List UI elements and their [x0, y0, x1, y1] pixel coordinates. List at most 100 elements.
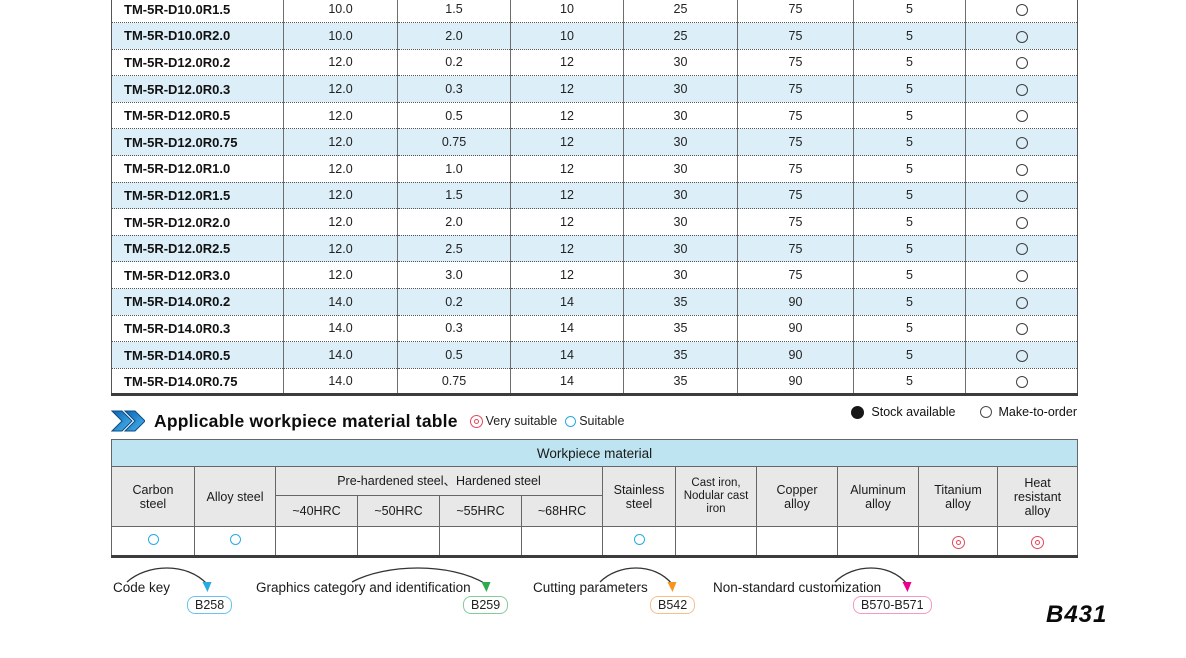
stock-available-label: Stock available — [871, 405, 956, 419]
value-cell: 5 — [853, 288, 966, 316]
value-cell: 30 — [623, 155, 738, 183]
value-cell: 25 — [623, 22, 738, 50]
model-cell: TM-5R-D12.0R0.75 — [111, 128, 284, 156]
make-to-order-icon — [1015, 323, 1028, 336]
material-mark-cell — [837, 526, 919, 557]
material-mark-cell — [521, 526, 603, 557]
value-cell: 75 — [737, 261, 854, 289]
model-cell: TM-5R-D12.0R3.0 — [111, 261, 284, 289]
header-hardened-steel-group: Pre-hardened steel、Hardened steel — [275, 466, 603, 496]
model-cell: TM-5R-D14.0R0.3 — [111, 314, 284, 342]
value-cell: 30 — [623, 208, 738, 236]
value-cell: 75 — [737, 155, 854, 183]
legend-suitable-label: Suitable — [579, 414, 625, 428]
header-heat-resistant-alloy: Heat resistant alloy — [996, 466, 1079, 527]
value-cell: 12 — [510, 101, 624, 129]
legend-very-suitable: Very suitable — [469, 414, 557, 428]
value-cell: 35 — [623, 341, 738, 369]
model-cell: TM-5R-D10.0R2.0 — [111, 22, 284, 50]
spec-table-body: TM-5R-D10.0R1.5 10.0 1.5 10 25 75 5 TM-5R-D10.0… — [111, 0, 1078, 395]
header-carbon-steel: Carbon steel — [111, 466, 195, 527]
value-cell: 75 — [737, 22, 854, 50]
page-reference-badge[interactable]: B258 — [187, 596, 233, 614]
value-cell: 12.0 — [283, 181, 398, 209]
stock-available-icon — [851, 405, 865, 419]
reference-arrow-icon — [126, 567, 212, 592]
value-cell: 90 — [737, 288, 854, 316]
page-reference-badge[interactable]: B259 — [463, 596, 509, 614]
value-cell: 1.5 — [397, 0, 511, 23]
value-cell: 14 — [510, 367, 624, 395]
value-cell: 75 — [737, 208, 854, 236]
value-cell: 12.0 — [283, 261, 398, 289]
make-to-order-label: Make-to-order — [998, 405, 1078, 419]
value-cell: 14 — [510, 314, 624, 342]
model-cell: TM-5R-D12.0R2.0 — [111, 208, 284, 236]
model-cell: TM-5R-D14.0R0.5 — [111, 341, 284, 369]
material-mark-cell — [918, 526, 998, 557]
suitable-icon — [633, 534, 645, 545]
value-cell: 30 — [623, 48, 738, 76]
material-mark-cell — [357, 526, 440, 557]
value-cell: 14 — [510, 288, 624, 316]
value-cell: 10.0 — [283, 0, 398, 23]
value-cell: 5 — [853, 0, 966, 23]
header-hrc55: ~55HRC — [439, 495, 522, 527]
spec-row: TM-5R-D12.0R2.5 12.0 2.5 12 30 75 5 — [111, 234, 1078, 262]
spec-row: TM-5R-D12.0R0.5 12.0 0.5 12 30 75 5 — [111, 101, 1078, 129]
model-cell: TM-5R-D10.0R1.5 — [111, 0, 284, 23]
value-cell: 25 — [623, 0, 738, 23]
value-cell: 90 — [737, 341, 854, 369]
make-to-order-icon — [1015, 163, 1028, 176]
value-cell: 12.0 — [283, 75, 398, 103]
page-reference-badge[interactable]: B570-B571 — [853, 596, 932, 614]
stock-cell — [965, 288, 1078, 316]
reference-arrow-icon — [599, 567, 677, 592]
value-cell: 14.0 — [283, 314, 398, 342]
spec-row: TM-5R-D12.0R0.2 12.0 0.2 12 30 75 5 — [111, 48, 1078, 76]
page-number: B431 — [1046, 601, 1108, 628]
spec-row: TM-5R-D14.0R0.75 14.0 0.75 14 35 90 5 — [111, 367, 1078, 395]
value-cell: 5 — [853, 48, 966, 76]
make-to-order-icon — [1015, 349, 1028, 362]
value-cell: 12.0 — [283, 234, 398, 262]
value-cell: 5 — [853, 155, 966, 183]
make-to-order-icon — [1015, 110, 1028, 123]
value-cell: 14.0 — [283, 367, 398, 395]
suitable-icon — [147, 534, 159, 545]
value-cell: 0.2 — [397, 288, 511, 316]
model-cell: TM-5R-D14.0R0.75 — [111, 367, 284, 395]
stock-cell — [965, 261, 1078, 289]
stock-cell — [965, 314, 1078, 342]
value-cell: 3.0 — [397, 261, 511, 289]
stock-cell — [965, 234, 1078, 262]
spec-row: TM-5R-D14.0R0.2 14.0 0.2 14 35 90 5 — [111, 288, 1078, 316]
make-to-order-icon — [1015, 243, 1028, 256]
value-cell: 5 — [853, 75, 966, 103]
value-cell: 5 — [853, 101, 966, 129]
header-hrc68: ~68HRC — [521, 495, 603, 527]
make-to-order-icon — [1015, 296, 1028, 309]
footer-link-label: Non-standard customization — [713, 580, 882, 595]
material-mark-cell — [275, 526, 358, 557]
very-suitable-icon — [951, 536, 965, 549]
header-aluminum-alloy: Aluminum alloy — [837, 466, 919, 527]
make-to-order-icon — [1015, 83, 1028, 96]
value-cell: 12 — [510, 75, 624, 103]
value-cell: 75 — [737, 48, 854, 76]
value-cell: 14.0 — [283, 288, 398, 316]
page-reference-badge[interactable]: B542 — [650, 596, 696, 614]
stock-cell — [965, 181, 1078, 209]
reference-arrow-icon — [834, 567, 912, 592]
model-cell: TM-5R-D12.0R0.2 — [111, 48, 284, 76]
spec-row: TM-5R-D10.0R2.0 10.0 2.0 10 25 75 5 — [111, 22, 1078, 50]
stock-cell — [965, 341, 1078, 369]
make-to-order-icon — [1015, 190, 1028, 203]
value-cell: 2.0 — [397, 208, 511, 236]
make-to-order-icon — [1015, 57, 1028, 70]
material-marks-row — [111, 526, 1079, 557]
value-cell: 12.0 — [283, 128, 398, 156]
value-cell: 75 — [737, 234, 854, 262]
make-to-order-icon — [979, 406, 992, 418]
